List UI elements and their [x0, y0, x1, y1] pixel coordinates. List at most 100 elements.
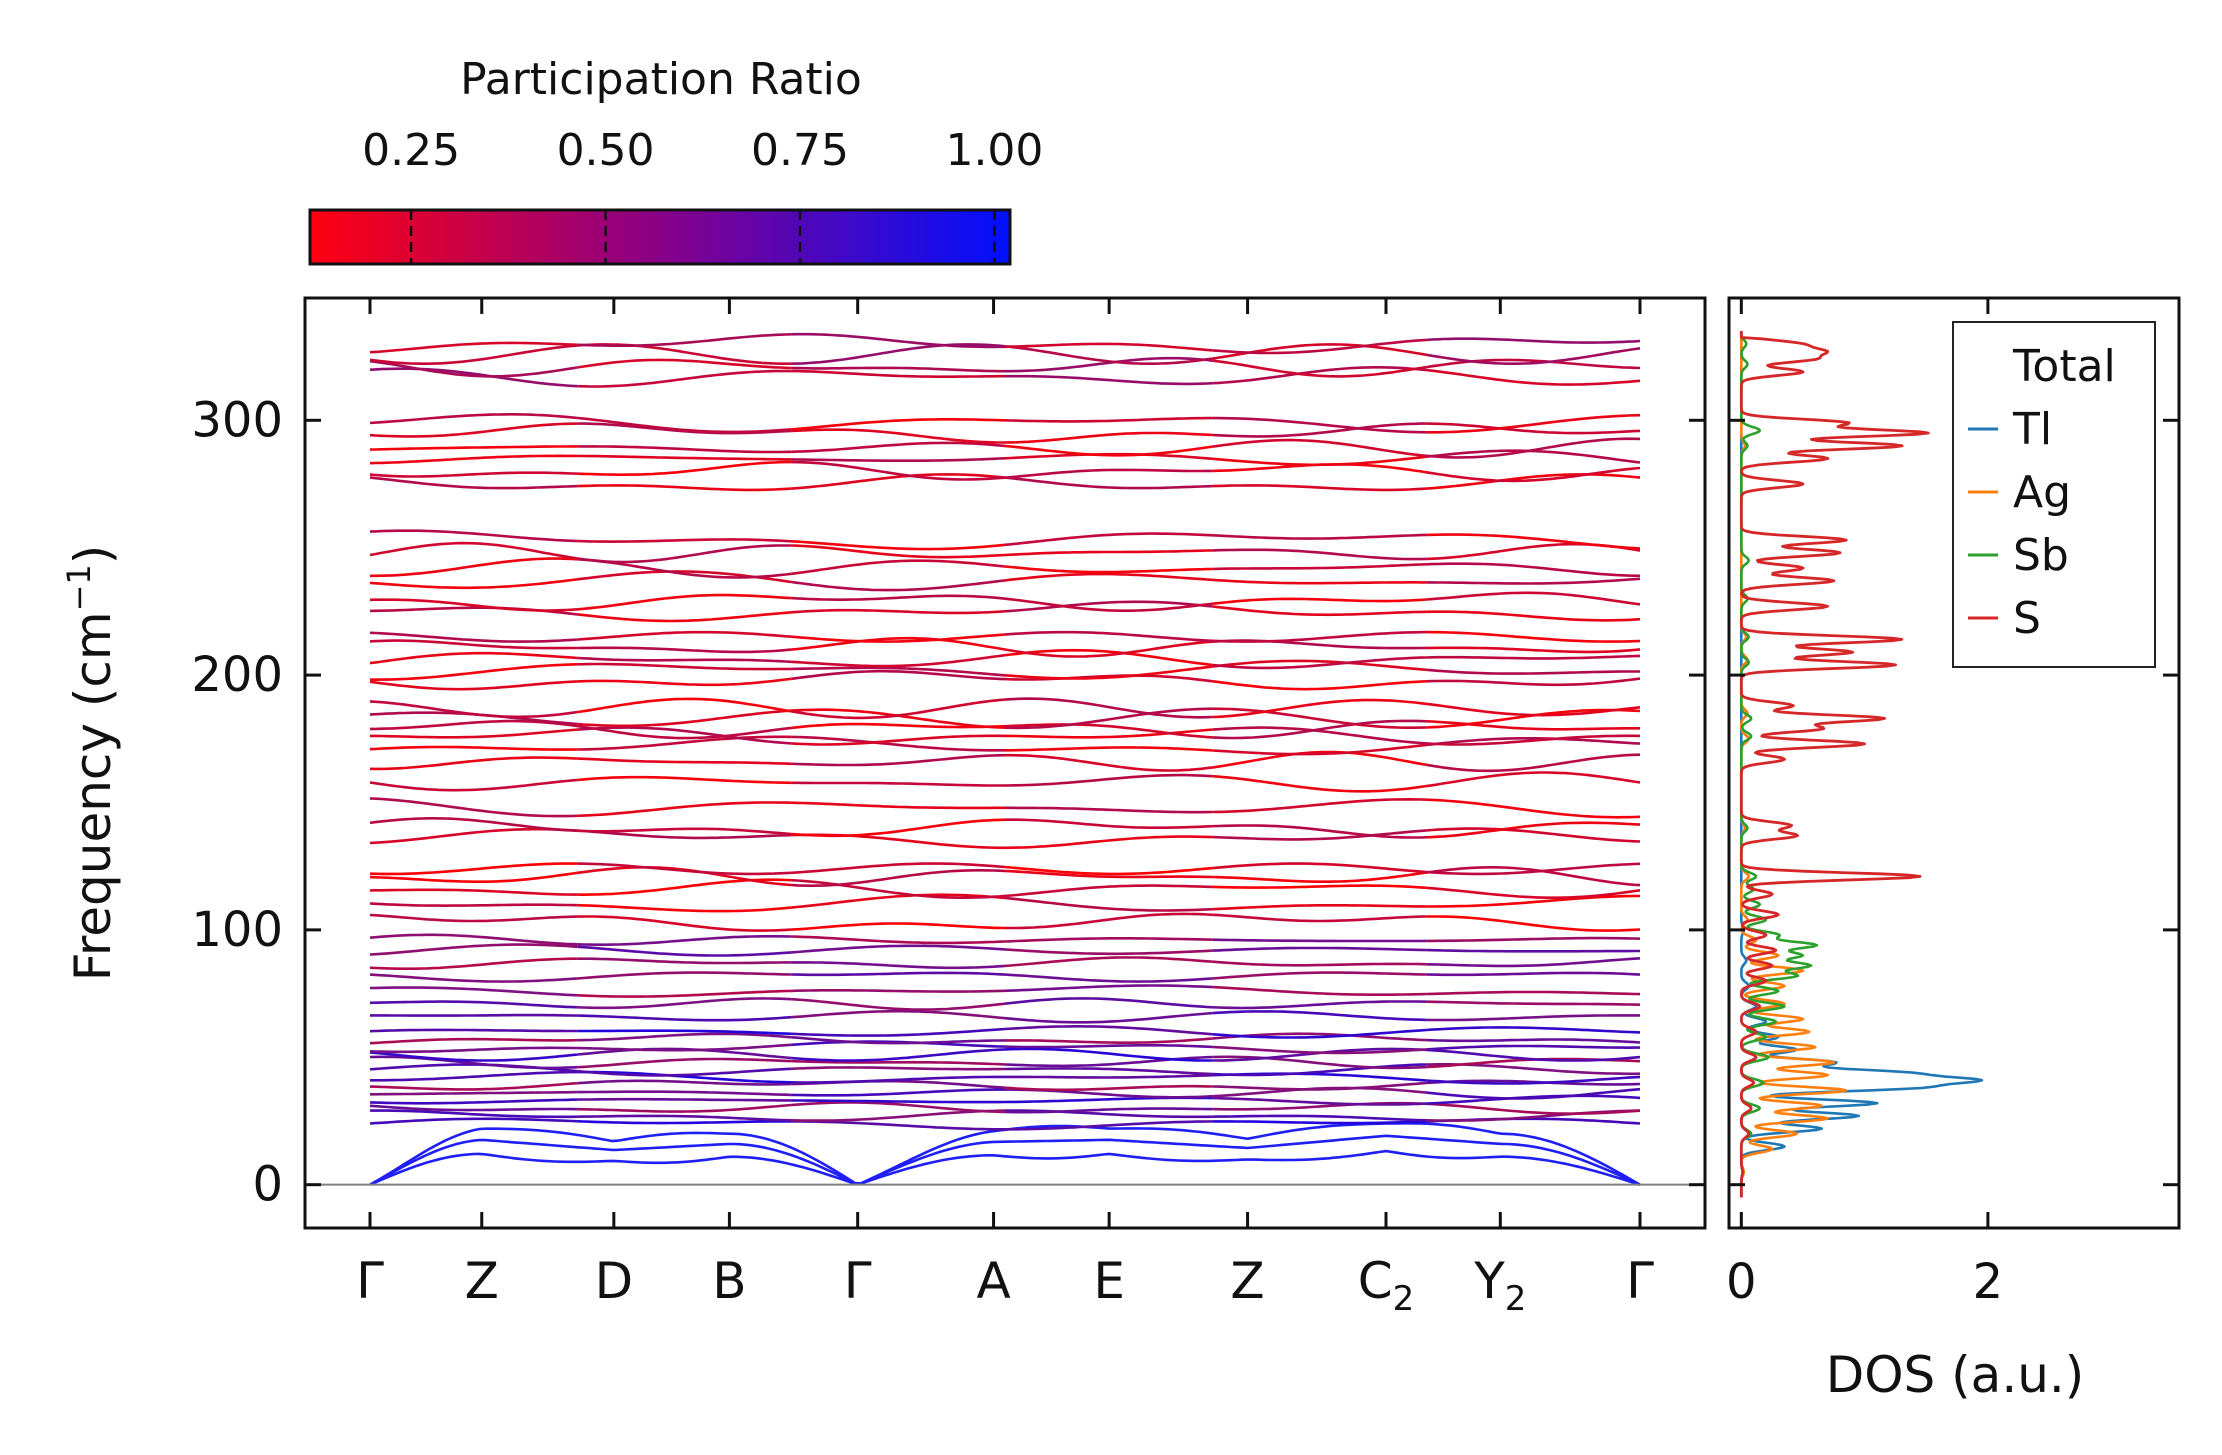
optical-branch-segment [1426, 1044, 1640, 1051]
optical-branch-segment [370, 1070, 578, 1082]
optical-branch-segment [1426, 577, 1641, 585]
optical-branch-segment [577, 726, 792, 745]
optical-branch-segment [369, 413, 578, 425]
optical-branch-segment [577, 757, 792, 766]
optical-branch-segment [1212, 1081, 1427, 1091]
optical-branch-segment [1212, 985, 1427, 996]
optical-branch-segment [577, 971, 792, 980]
optical-branch-segment [577, 915, 792, 932]
optical-branch-segment [1004, 565, 1213, 574]
optical-branch-segment [791, 1075, 1005, 1084]
colorbar-ticks: 0.25 0.50 0.75 1.00 [362, 125, 1043, 264]
optical-branch-segment [1212, 719, 1427, 740]
optical-branch-segment [791, 971, 1006, 977]
optical-branch-segment [577, 1079, 792, 1086]
k-point-label: B [712, 1252, 746, 1310]
optical-branch-segment [1426, 473, 1641, 490]
optical-branch-segment [1426, 591, 1641, 606]
y-tick-label: 100 [191, 902, 283, 958]
optical-branch-segment [1004, 773, 1213, 787]
optical-branch-segment [791, 893, 1006, 909]
optical-branch-segment [1426, 1014, 1640, 1022]
optical-branch-segment [369, 422, 578, 438]
optical-branch-segment [1212, 884, 1427, 890]
optical-branch-segment [577, 997, 792, 1010]
band-k-path-axis: Γ Z D B Γ A E Z C2 Y2 Γ [356, 298, 1654, 1319]
legend-frame [1952, 321, 2156, 668]
optical-branch-segment [577, 827, 792, 836]
optical-branch-segment [370, 719, 578, 731]
optical-branch-segment [1212, 366, 1427, 385]
k-point-label: Y2 [1473, 1252, 1526, 1319]
optical-branch-segment [1212, 871, 1427, 883]
optical-branch-segment [1426, 668, 1640, 675]
optical-branch-segment [1212, 824, 1427, 839]
optical-branch-segment [369, 344, 578, 365]
optical-branch-segment [791, 343, 1006, 365]
optical-branch-segment [1426, 358, 1641, 370]
optical-branch-segment [1004, 431, 1213, 444]
y-axis-label-main: Frequency (cm [64, 611, 122, 981]
optical-branch-segment [1426, 771, 1641, 788]
optical-branch-segment [791, 669, 1006, 681]
optical-branch-segment [1212, 422, 1427, 438]
optical-branch-segment [791, 997, 1006, 1011]
optical-branch-segment [369, 986, 578, 997]
colorbar-tick-label: 0.50 [557, 125, 655, 176]
optical-branch-segment [1004, 532, 1213, 547]
optical-branch-segment [1212, 707, 1427, 729]
optical-branch-segment [369, 1046, 578, 1054]
optical-branch-segment [791, 441, 1006, 454]
optical-branch-segment [791, 633, 1006, 643]
optical-branch-segment [1004, 1067, 1213, 1076]
k-point-label-main: Γ [844, 1252, 872, 1310]
optical-branch-segment [791, 428, 1005, 444]
optical-branch-segment [1212, 659, 1427, 672]
optical-branch-segment [369, 817, 578, 833]
dos-curve-s [1739, 331, 1930, 1198]
optical-branch-segment [1426, 971, 1641, 977]
optical-branch-segment [577, 775, 792, 785]
optical-branch-segment [369, 1000, 578, 1009]
k-point-label-main: B [712, 1252, 746, 1310]
optical-branch-segment [1004, 956, 1213, 968]
optical-branch-segment [1004, 468, 1213, 479]
optical-branch-segment [1212, 774, 1427, 793]
y-tick-label: 0 [252, 1157, 283, 1213]
optical-branch-segment [1212, 1000, 1427, 1010]
optical-branch-segment [369, 359, 578, 378]
optical-branch-segment [1212, 1063, 1427, 1077]
optical-branch-segment [1005, 1120, 1213, 1131]
optical-branch-segment [1212, 960, 1427, 967]
optical-branch-segment [1426, 610, 1641, 622]
optical-branch-segment [791, 457, 1006, 462]
optical-branch-segment [369, 578, 578, 590]
optical-branch-segment [791, 666, 1006, 677]
optical-branch-segment [577, 709, 792, 728]
optical-branch-segment [577, 1067, 792, 1077]
optical-branch-segment [791, 722, 1006, 730]
optical-branch-segment [1212, 533, 1427, 540]
legend-label-ag: Ag [2013, 467, 2071, 518]
optical-branch-segment [1004, 342, 1213, 352]
optical-branch-segment [1004, 640, 1213, 658]
optical-branch-segment [1426, 734, 1641, 746]
optical-branch-segment [577, 538, 792, 544]
optical-branch-segment [369, 476, 578, 490]
optical-branch-segment [791, 1099, 1006, 1104]
optical-branch-segment [1004, 984, 1213, 993]
optical-branch-segment [1212, 862, 1427, 874]
optical-branch-segment [1004, 835, 1213, 850]
optical-branch-segment [1212, 1010, 1427, 1022]
optical-branch-segment [369, 913, 578, 923]
optical-branch-segment [791, 961, 1006, 970]
dos-curves [1739, 331, 1984, 1198]
optical-branch-segment [1212, 359, 1427, 378]
k-point-label: Γ [844, 1252, 872, 1310]
y-tick-label: 200 [191, 647, 283, 703]
optical-branch-segment [1004, 416, 1213, 423]
optical-branch-segment [1004, 597, 1213, 612]
optical-branch-segment [577, 646, 792, 654]
